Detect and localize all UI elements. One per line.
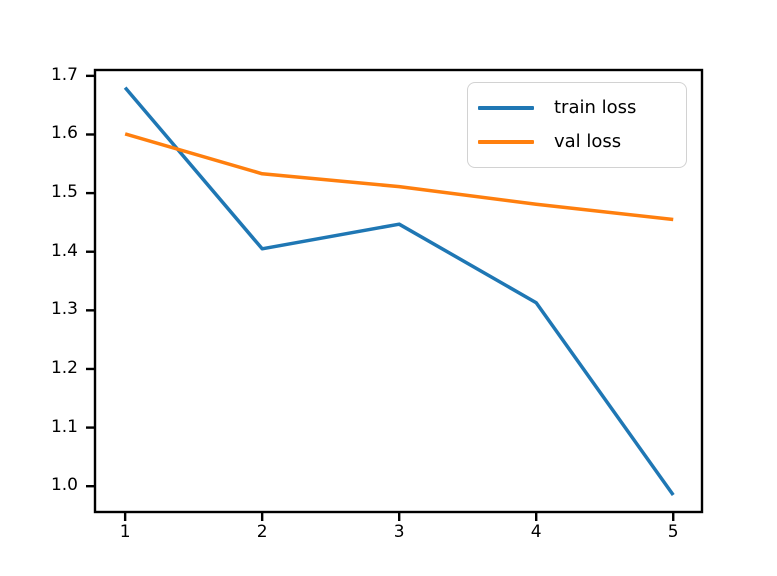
axes-spines [93,68,704,514]
y-tick-label: 1.1 [50,416,78,437]
legend-item-val-loss: val loss [478,133,686,151]
legend: train loss val loss [467,82,687,168]
x-tick-label: 5 [667,522,679,542]
y-tick-label: 1.7 [50,64,78,85]
x-tick-label: 4 [530,522,542,542]
y-tick-label: 1.4 [50,240,78,261]
y-tick-label: 1.5 [50,182,78,203]
legend-item-train-loss: train loss [478,99,686,117]
val-loss-line-sample [478,140,534,144]
x-tick-label: 1 [119,522,131,542]
train-loss-line-sample [478,106,534,110]
y-tick-label: 1.2 [50,357,78,378]
x-tick-label: 3 [393,522,405,542]
legend-label-train-loss: train loss [554,97,637,118]
y-tick-label: 1.0 [50,475,78,496]
y-tick-label: 1.3 [50,299,78,320]
val-loss-line [124,132,674,222]
legend-label-val-loss: val loss [554,131,622,152]
x-tick-label: 2 [256,522,268,542]
train-loss-line [123,86,675,497]
y-tick-label: 1.6 [50,123,78,144]
